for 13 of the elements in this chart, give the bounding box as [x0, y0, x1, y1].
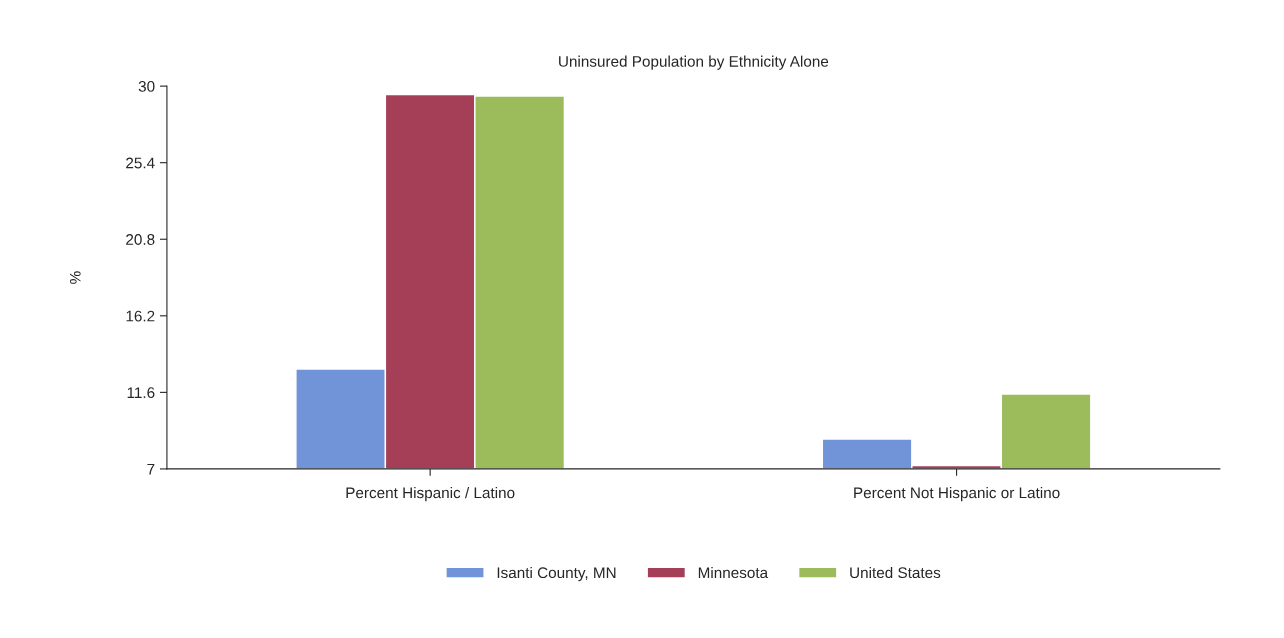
y-tick-label: 25.4 [126, 157, 155, 169]
y-tick-label: 20.8 [126, 234, 155, 245]
x-tick-label: Percent Hispanic / Latino [346, 486, 515, 502]
y-tick-label: 16.2 [126, 310, 155, 322]
y-tick-label: 7 [147, 463, 155, 475]
x-tick-label: Percent Not Hispanic or Latino [854, 486, 1060, 502]
y-tick-label: 11.6 [127, 387, 155, 399]
legend-label: Isanti County, MN [497, 566, 616, 582]
legend-label: United States [850, 566, 941, 579]
chart-title: Uninsured Population by Ethnicity Alone [559, 55, 829, 70]
legend-label: Minnesota [698, 566, 769, 579]
y-axis-title: % [69, 271, 81, 284]
y-tick-label: 30 [138, 81, 155, 92]
